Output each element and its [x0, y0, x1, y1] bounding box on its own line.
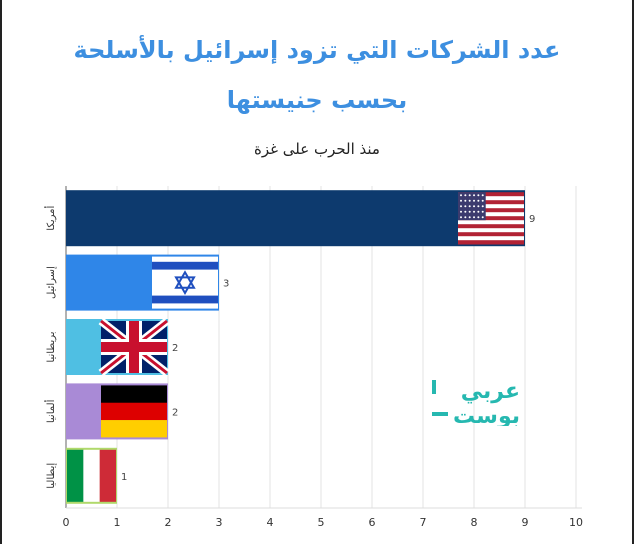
- us-flag-star: [460, 216, 462, 219]
- us-flag-stripe: [458, 236, 524, 241]
- x-tick-label: 5: [318, 516, 325, 529]
- us-flag-star: [464, 199, 467, 202]
- category-label: ألمانيا: [44, 399, 57, 423]
- us-flag-star: [464, 210, 467, 213]
- x-tick-label: 0: [63, 516, 70, 529]
- italy-flag-icon: [67, 449, 116, 502]
- data-label: 2: [172, 407, 178, 418]
- star-of-david-up: [174, 270, 196, 289]
- us-flag-star: [481, 216, 484, 219]
- israel-flag-band-bottom: [152, 295, 218, 304]
- us-flag-stripe: [458, 240, 524, 245]
- us-flag-star: [481, 199, 484, 202]
- us-flag-stripe: [458, 208, 524, 213]
- us-flag-star: [481, 205, 484, 208]
- uk-flag-icon: [98, 317, 170, 377]
- us-flag-stripe: [458, 224, 524, 229]
- us-flag-stripe: [458, 228, 524, 233]
- us-flag-star: [468, 194, 471, 197]
- us-flag-stripe: [458, 192, 524, 197]
- us-flag-canton: [458, 192, 486, 221]
- right-frame-border: [632, 0, 634, 544]
- us-flag-star: [477, 216, 480, 219]
- us-flag-star: [473, 216, 476, 219]
- x-tick-label: 3: [216, 516, 223, 529]
- us-flag-star: [477, 210, 480, 213]
- us-flag-stripe: [458, 232, 524, 237]
- us-flag-star: [468, 210, 471, 213]
- x-tick-label: 8: [471, 516, 478, 529]
- israel-flag-icon: [152, 256, 218, 309]
- germany-flag-red: [101, 402, 167, 421]
- italy-flag-green: [67, 449, 84, 502]
- us-flag-star: [460, 199, 462, 202]
- italy-flag-red: [99, 449, 116, 502]
- logo-mark-bottom: [432, 412, 448, 416]
- data-label: 3: [223, 279, 229, 290]
- israel-flag-band-top: [152, 261, 218, 270]
- bar: [66, 190, 525, 247]
- category-label: أمريكا: [44, 205, 57, 230]
- arabi-post-logo-icon: عربي بوست: [432, 379, 520, 426]
- us-flag-stripe: [458, 200, 524, 205]
- us-flag-star: [464, 216, 467, 219]
- x-tick-label: 6: [369, 516, 376, 529]
- x-tick-label: 2: [165, 516, 172, 529]
- us-flag-star: [473, 205, 476, 208]
- us-flag-stripe: [458, 196, 524, 201]
- us-flag-star: [481, 194, 484, 197]
- data-label: 9: [529, 214, 535, 225]
- us-flag-star: [473, 199, 476, 202]
- left-frame-border: [0, 0, 2, 544]
- italy-flag-white: [83, 449, 100, 502]
- us-flag-star: [468, 199, 471, 202]
- chart-subtitle: منذ الحرب على غزة: [254, 140, 380, 158]
- germany-flag-gold: [101, 420, 167, 438]
- us-flag-stripe: [458, 216, 524, 221]
- germany-flag-icon: [101, 385, 167, 438]
- logo-mark-top: [432, 380, 436, 394]
- data-label: 1: [121, 472, 127, 483]
- x-tick-label: 7: [420, 516, 427, 529]
- chart-title-line-2: بحسب جنيستها: [226, 86, 408, 114]
- us-flag-star: [464, 205, 467, 208]
- us-flag-star: [481, 210, 484, 213]
- x-tick-label: 1: [114, 516, 121, 529]
- us-flag-star: [460, 210, 462, 213]
- uk-flag-cross-red: [101, 342, 167, 352]
- us-flag-star: [477, 205, 480, 208]
- us-flag-star: [468, 205, 471, 208]
- germany-flag-black: [101, 385, 167, 404]
- x-tick-label: 10: [569, 516, 583, 529]
- category-label: إسرائيل: [46, 266, 57, 299]
- us-flag-stripe: [458, 220, 524, 225]
- us-flag-star: [477, 194, 480, 197]
- category-label: بريطانيا: [46, 331, 57, 362]
- category-label: إيطاليا: [46, 463, 57, 489]
- us-flag-star: [468, 216, 471, 219]
- us-flag-stripe: [458, 204, 524, 209]
- us-flag-star: [464, 194, 467, 197]
- star-of-david-down: [174, 276, 196, 296]
- us-flag-star: [460, 205, 462, 208]
- us-flag-star: [473, 210, 476, 213]
- chart-title: عدد الشركات التي تزود إسرائيل بالأسلحة: [73, 36, 561, 64]
- us-flag-star: [477, 199, 480, 202]
- us-flag-star: [473, 194, 476, 197]
- us-flag-icon: [458, 192, 524, 245]
- us-flag-star: [460, 194, 462, 197]
- data-label: 2: [172, 343, 178, 354]
- x-tick-label: 4: [267, 516, 274, 529]
- x-tick-label: 9: [522, 516, 529, 529]
- watermark-line-1: عربي: [461, 379, 520, 404]
- us-flag-stripe: [458, 212, 524, 217]
- watermark-line-2: بوست: [453, 404, 520, 426]
